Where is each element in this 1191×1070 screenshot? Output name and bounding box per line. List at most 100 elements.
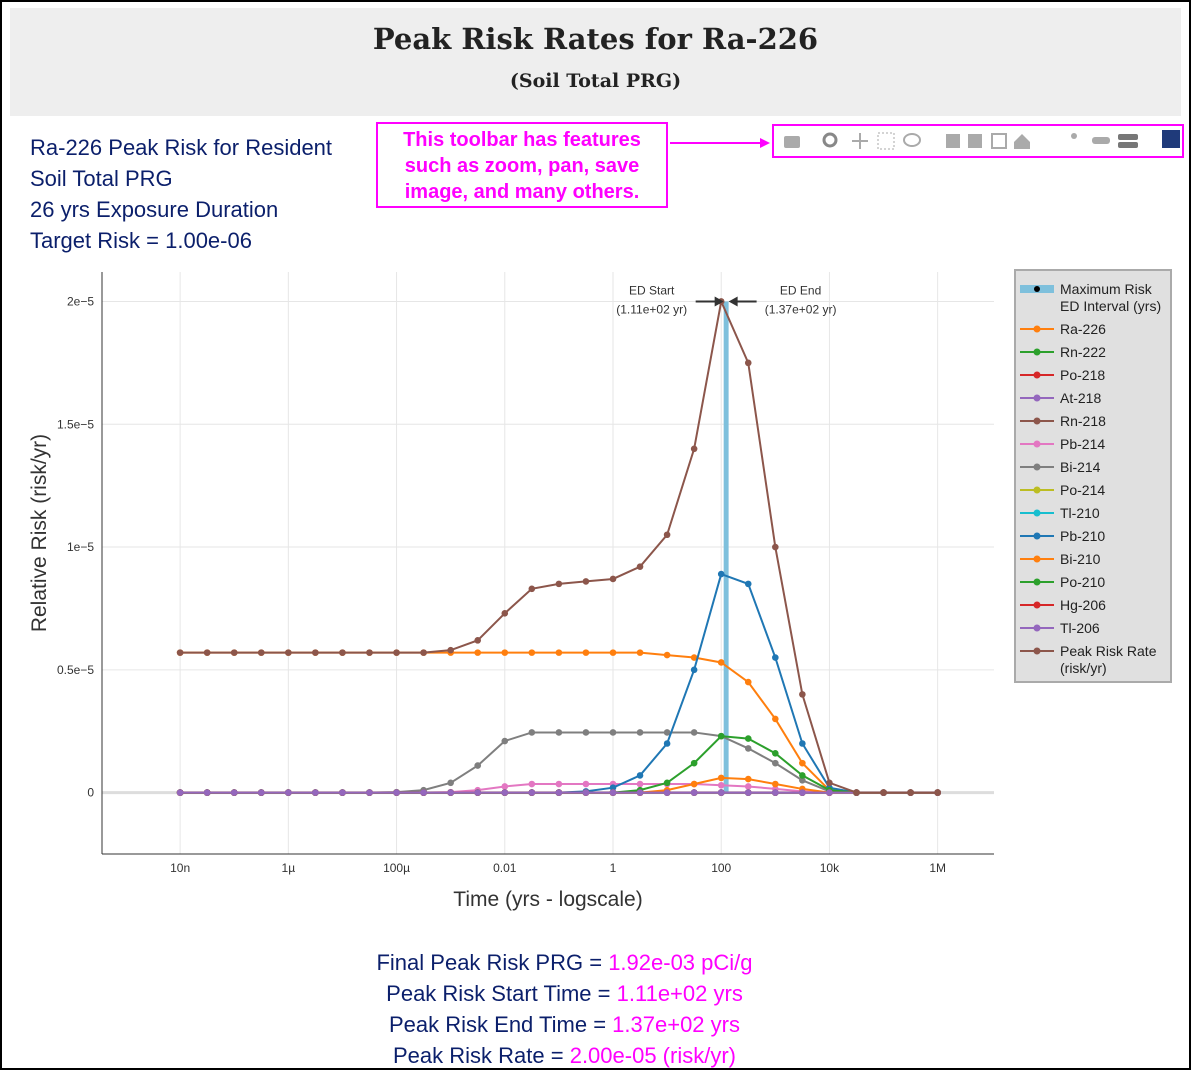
data-point bbox=[744, 678, 752, 686]
data-point bbox=[663, 779, 671, 787]
data-point bbox=[744, 783, 752, 790]
data-point bbox=[582, 578, 590, 585]
legend-dot bbox=[1033, 578, 1041, 586]
data-point bbox=[717, 774, 725, 782]
data-point bbox=[555, 789, 563, 796]
data-point bbox=[799, 772, 806, 779]
summary-line: Peak Risk Start Time = 1.11e+02 yrs bbox=[2, 978, 1127, 1009]
data-point bbox=[203, 649, 211, 656]
data-point bbox=[474, 649, 482, 656]
legend-symbol bbox=[1020, 601, 1054, 609]
x-tick-label: 1M bbox=[929, 861, 946, 875]
data-point bbox=[582, 780, 590, 788]
legend-label: Po-210 bbox=[1060, 574, 1106, 590]
series-line bbox=[180, 651, 938, 794]
data-point bbox=[690, 759, 698, 767]
data-point bbox=[555, 580, 563, 588]
y-tick-label: 1.5e−5 bbox=[57, 417, 94, 431]
legend-dot bbox=[1033, 417, 1041, 425]
summary-line: Peak Risk End Time = 1.37e+02 yrs bbox=[2, 1009, 1127, 1040]
data-point bbox=[907, 789, 914, 796]
legend-item: Rn-222 bbox=[1020, 344, 1166, 361]
legend-dot bbox=[1033, 532, 1041, 540]
data-point bbox=[257, 649, 265, 656]
data-point bbox=[230, 649, 238, 656]
data-point bbox=[176, 789, 184, 796]
data-point bbox=[312, 649, 319, 656]
zoom-icon[interactable] bbox=[822, 132, 838, 148]
data-point bbox=[717, 781, 725, 789]
summary-line: Final Peak Risk PRG = 1.92e-03 pCi/g bbox=[2, 947, 1127, 978]
compare-icon[interactable] bbox=[1118, 134, 1138, 140]
data-point bbox=[176, 649, 184, 656]
legend-symbol bbox=[1020, 486, 1054, 494]
home-icon[interactable] bbox=[1014, 134, 1030, 149]
camera-icon[interactable] bbox=[784, 136, 800, 148]
data-point bbox=[880, 789, 887, 796]
select-icon[interactable] bbox=[877, 132, 895, 150]
autoscale-icon[interactable] bbox=[991, 133, 1007, 149]
data-point bbox=[744, 735, 752, 742]
data-point bbox=[772, 715, 779, 723]
series-line bbox=[180, 572, 938, 794]
x-tick-label: 1µ bbox=[282, 861, 296, 875]
spike-icon[interactable] bbox=[1071, 133, 1077, 139]
legend-item: Maximum Risk ED Interval (yrs) bbox=[1020, 281, 1166, 315]
pan-icon[interactable] bbox=[852, 133, 868, 149]
data-point bbox=[690, 445, 698, 453]
ed-end-label: ED End bbox=[780, 283, 821, 297]
data-point bbox=[690, 729, 698, 736]
legend-item: Hg-206 bbox=[1020, 597, 1166, 614]
data-point bbox=[772, 789, 779, 796]
lasso-icon[interactable] bbox=[903, 133, 921, 147]
data-point bbox=[609, 729, 617, 736]
callout: This toolbar has features such as zoom, … bbox=[376, 122, 668, 208]
data-point bbox=[203, 789, 211, 796]
legend-label: Rn-218 bbox=[1060, 413, 1106, 429]
legend-dot bbox=[1033, 325, 1041, 333]
legend-symbol bbox=[1020, 371, 1054, 379]
legend-label: Pb-210 bbox=[1060, 528, 1106, 544]
data-point bbox=[799, 740, 806, 747]
plotly-logo[interactable] bbox=[1162, 130, 1180, 148]
x-tick-label: 10k bbox=[820, 861, 840, 875]
data-point bbox=[366, 649, 373, 656]
data-point bbox=[582, 729, 590, 736]
data-point bbox=[744, 789, 752, 796]
data-point bbox=[636, 729, 644, 736]
legend-symbol bbox=[1020, 348, 1054, 356]
data-point bbox=[772, 759, 779, 767]
data-point bbox=[772, 654, 779, 661]
data-point bbox=[582, 649, 590, 656]
compare-icon[interactable] bbox=[1118, 142, 1138, 148]
legend-item: Po-214 bbox=[1020, 482, 1166, 499]
legend-dot bbox=[1033, 440, 1041, 448]
data-point bbox=[447, 779, 454, 787]
ed-arrowhead bbox=[728, 296, 738, 307]
data-point bbox=[636, 772, 644, 779]
ed-start-value: (1.11e+02 yr) bbox=[616, 302, 687, 316]
legend: Maximum Risk ED Interval (yrs) Ra-226 Rn-2… bbox=[1014, 269, 1172, 683]
data-point bbox=[636, 780, 644, 788]
legend-dot bbox=[1033, 463, 1041, 471]
zoom-in-icon[interactable] bbox=[946, 134, 960, 148]
x-tick-label: 100µ bbox=[383, 861, 410, 875]
legend-item: Po-218 bbox=[1020, 367, 1166, 384]
data-point bbox=[744, 745, 752, 752]
data-point bbox=[744, 580, 752, 588]
legend-dot bbox=[1033, 394, 1041, 402]
summary-label: Peak Risk End Time = bbox=[389, 1012, 607, 1037]
data-point bbox=[528, 649, 536, 656]
legend-item: Pb-210 bbox=[1020, 528, 1166, 545]
summary-value: 1.11e+02 yrs bbox=[616, 981, 743, 1006]
data-point bbox=[474, 789, 482, 796]
ed-arrowhead bbox=[714, 296, 724, 307]
data-point bbox=[853, 789, 860, 796]
data-point bbox=[934, 789, 941, 796]
legend-item: Bi-210 bbox=[1020, 551, 1166, 568]
hover-icon[interactable] bbox=[1092, 137, 1110, 144]
zoom-out-icon[interactable] bbox=[968, 134, 982, 148]
legend-symbol bbox=[1020, 440, 1054, 448]
summary-line: Peak Risk Rate = 2.00e-05 (risk/yr) bbox=[2, 1040, 1127, 1068]
data-point bbox=[474, 637, 482, 644]
